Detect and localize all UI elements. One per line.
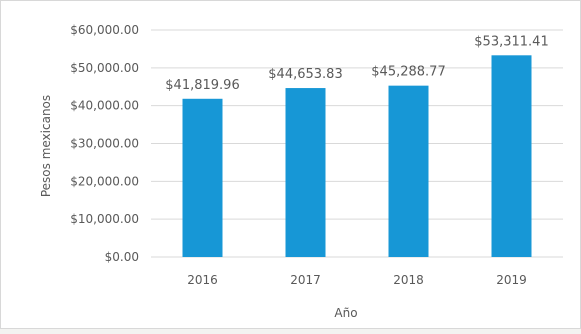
y-axis-title: Pesos mexicanos [39, 95, 53, 197]
x-tick-label-2016: 2016 [187, 273, 218, 287]
y-axis-ticks: $0.00 $10,000.00 $20,000.00 $30,000.00 $40,0… [70, 23, 139, 264]
data-label-2017: $44,653.83 [268, 67, 342, 82]
bar-2019 [491, 55, 532, 258]
data-label-2019: $53,311.41 [474, 34, 548, 49]
x-axis-title: Año [334, 306, 357, 320]
bars [182, 55, 532, 258]
y-tick-label: $60,000.00 [70, 23, 139, 37]
x-tick-label-2017: 2017 [290, 273, 321, 287]
y-tick-label: $20,000.00 [70, 174, 139, 188]
y-tick-label: $50,000.00 [70, 61, 139, 75]
x-axis-ticks: 2016 2017 2018 2019 [187, 273, 527, 287]
data-label-2016: $41,819.96 [165, 78, 239, 93]
x-tick-label-2019: 2019 [496, 273, 527, 287]
x-tick-label-2018: 2018 [393, 273, 424, 287]
bar-2018 [388, 85, 429, 257]
data-labels: $41,819.96 $44,653.83 $45,288.77 $53,311.41 [165, 34, 548, 92]
bar-2016 [182, 98, 223, 257]
y-tick-label: $40,000.00 [70, 99, 139, 113]
data-label-2018: $45,288.77 [371, 65, 445, 80]
y-tick-label: $0.00 [105, 250, 139, 264]
y-tick-label: $10,000.00 [70, 212, 139, 226]
bar-2017 [285, 88, 326, 257]
y-tick-label: $30,000.00 [70, 137, 139, 151]
